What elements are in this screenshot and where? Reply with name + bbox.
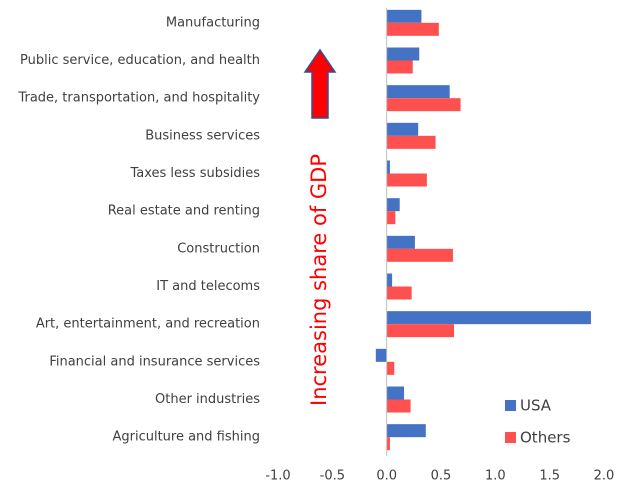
y-tick-label: IT and telecoms [156,279,260,294]
annotation: Increasing share of GDP [307,154,331,406]
bar [386,424,426,438]
y-tick-label: Business services [145,128,260,143]
x-tick-label: -0.5 [320,469,345,484]
bar [386,135,436,149]
x-tick-label: 1.5 [539,469,560,484]
y-tick-label: Financial and insurance services [49,354,260,369]
x-tick-label: 1.0 [485,469,506,484]
y-tick-label: Public service, education, and health [20,53,260,68]
y-tick-label: Taxes less subsidies [129,166,260,181]
bar [386,437,390,451]
bar [386,386,405,400]
bar [386,173,427,187]
bar [386,98,461,112]
x-tick-label: 2.0 [594,469,615,484]
bar [386,160,390,174]
bar [386,273,393,287]
arrow [303,48,337,119]
bar [386,60,413,74]
legend-label: Others [520,429,571,447]
x-tick-label: -1.0 [265,469,290,484]
bar [386,198,400,212]
bar [386,311,591,325]
y-tick-label: Construction [177,241,260,256]
bar [386,211,396,225]
bar [386,235,415,249]
bar [375,348,387,362]
bar [386,361,395,375]
y-tick-label: Real estate and renting [108,204,260,219]
bar [386,248,453,262]
x-tick-label: 0.0 [376,469,397,484]
bar [386,324,455,338]
bar [386,85,450,99]
bar [386,22,439,36]
legend-label: USA [520,397,552,415]
legend-swatch [505,400,516,411]
y-tick-label: Agriculture and fishing [112,430,260,445]
bar [386,122,419,136]
y-tick-label: Art, entertainment, and recreation [36,317,260,332]
bar [386,9,422,23]
legend-swatch [505,432,516,443]
bar [386,399,411,413]
x-tick-label: 0.5 [431,469,452,484]
bar [386,286,412,300]
y-tick-label: Other industries [155,392,260,407]
y-tick-label: Trade, transportation, and hospitality [17,91,260,106]
bar [386,47,420,61]
y-tick-label: Manufacturing [166,15,260,30]
